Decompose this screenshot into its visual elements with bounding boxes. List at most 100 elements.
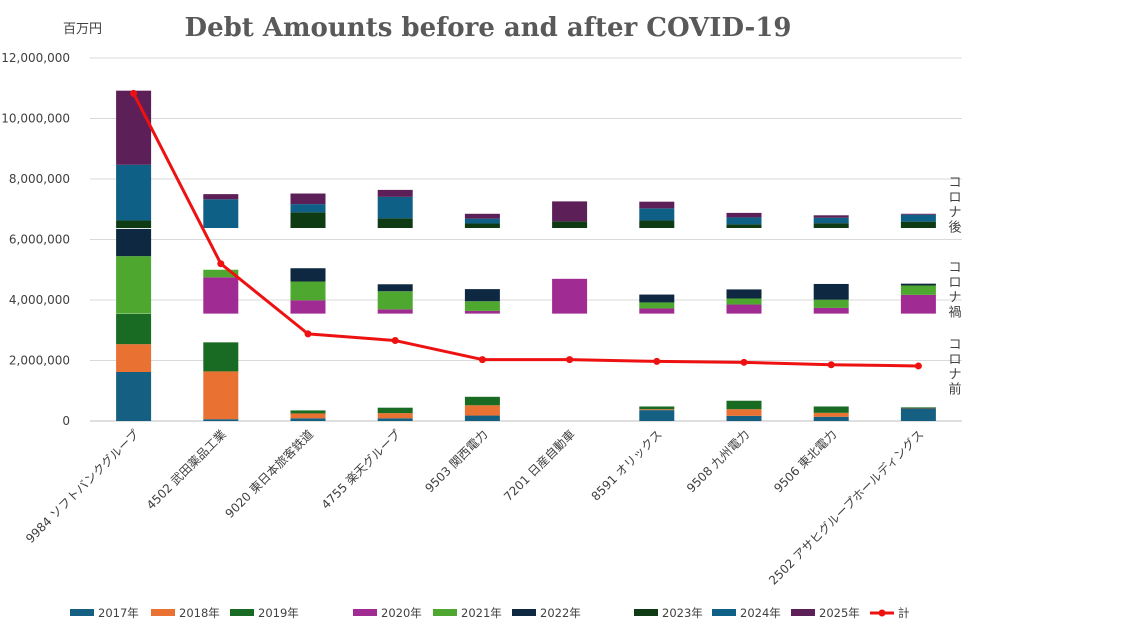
bar-segment <box>464 415 500 421</box>
bar-segment <box>464 405 500 416</box>
bar-segment <box>639 406 675 410</box>
bar-segment <box>900 283 936 286</box>
line-point <box>914 362 922 370</box>
bar-segment <box>290 281 326 301</box>
bar-segment <box>726 304 762 314</box>
y-tick-label: 10,000,000 <box>1 112 70 126</box>
line-point <box>827 361 835 369</box>
line-point <box>653 357 661 365</box>
bar-segment <box>377 413 413 419</box>
legend-label: 2025年 <box>819 606 860 620</box>
bar-segment <box>639 294 675 303</box>
bar-segment <box>726 415 762 421</box>
bar-segment <box>639 208 675 221</box>
line-point <box>130 89 138 97</box>
bar-segment <box>726 217 762 225</box>
bar-segment <box>726 409 762 416</box>
legend-swatch <box>712 609 736 616</box>
bar-segment <box>290 193 326 205</box>
bar-segment <box>639 220 675 229</box>
unit-label: 百万円 <box>63 22 102 37</box>
legend: 2017年 2018年 2019年 2020年 2021年 2022年 2023年 2024年… <box>70 606 910 620</box>
bar-segment <box>290 418 326 421</box>
line-point <box>304 330 312 338</box>
category-label: 4755 楽天グループ <box>319 427 404 512</box>
bar-segment <box>726 298 762 305</box>
total-line <box>130 89 922 370</box>
bar-segment <box>203 269 239 278</box>
bar-segment <box>813 412 849 417</box>
bar-segment <box>813 406 849 413</box>
bar-segment <box>900 294 936 314</box>
bar-segment <box>726 400 762 410</box>
bar-segment <box>377 189 413 197</box>
bar-segment <box>116 220 152 229</box>
band-label: コロナ禍 <box>948 260 961 320</box>
bars <box>116 90 936 421</box>
legend-label: 2017年 <box>98 606 139 620</box>
bar-segment <box>377 284 413 292</box>
bar-segment <box>726 289 762 299</box>
bar-segment <box>639 302 675 309</box>
bar-segment <box>377 196 413 219</box>
bar-segment <box>464 223 500 229</box>
legend-label: 2018年 <box>179 606 220 620</box>
y-tick-label: 8,000,000 <box>9 172 70 186</box>
line-point <box>566 356 574 364</box>
legend-label: 2022年 <box>540 606 581 620</box>
period-labels: コロナ前 コロナ禍 コロナ後 <box>948 176 961 398</box>
bar-segment <box>552 221 588 229</box>
bar-segment <box>900 213 936 215</box>
bar-segment <box>377 418 413 421</box>
legend-label: 2019年 <box>258 606 299 620</box>
line-point <box>478 356 486 364</box>
bar-segment <box>377 291 413 310</box>
legend-label: 2023年 <box>662 606 703 620</box>
bar-segment <box>464 301 500 311</box>
bar-segment <box>203 371 239 420</box>
legend-swatch <box>151 609 175 616</box>
y-tick-label: 12,000,000 <box>1 51 70 65</box>
y-tick-label: 6,000,000 <box>9 233 70 247</box>
bar-segment <box>639 201 675 209</box>
category-label: 8591 オリックス <box>589 427 665 503</box>
bar-segment <box>726 224 762 229</box>
bar-segment <box>290 300 326 314</box>
bar-segment <box>290 413 326 419</box>
y-tick-label: 2,000,000 <box>9 354 70 368</box>
bar-segment <box>464 289 500 302</box>
legend-swatch <box>634 609 658 616</box>
line-series <box>132 92 919 368</box>
bar-segment <box>464 218 500 224</box>
bar-segment <box>813 307 849 314</box>
category-label: 2502 アサヒグループホールディングス <box>765 427 926 588</box>
bar-segment <box>116 228 152 257</box>
bar-segment <box>116 344 152 372</box>
bar-segment <box>900 285 936 295</box>
category-label: 9984 ソフトバンクグループ <box>23 427 142 546</box>
bar-segment <box>813 283 849 300</box>
legend-swatch <box>353 609 377 616</box>
category-label: 9506 東北電力 <box>771 427 839 495</box>
bar-segment <box>290 410 326 414</box>
legend-swatch <box>70 609 94 616</box>
category-label: 9508 九州電力 <box>684 427 752 495</box>
category-label: 7201 日産自動車 <box>500 427 577 504</box>
chart-title: Debt Amounts before and after COVID-19 <box>185 13 792 43</box>
bar-segment <box>639 308 675 314</box>
bar-segment <box>377 218 413 229</box>
bar-segment <box>116 313 152 345</box>
bar-segment <box>203 194 239 200</box>
legend-label: 2021年 <box>461 606 502 620</box>
bar-segment <box>290 204 326 213</box>
y-axis: 0 2,000,000 4,000,000 6,000,000 8,000,000 10,… <box>1 51 70 428</box>
legend-label: 2024年 <box>740 606 781 620</box>
bar-segment <box>203 277 239 314</box>
category-label: 9020 東日本旅客鉄道 <box>222 427 316 521</box>
bar-segment <box>377 407 413 414</box>
bar-segment <box>900 214 936 222</box>
bar-segment <box>290 268 326 282</box>
band-label: コロナ後 <box>948 176 961 236</box>
bar-segment <box>900 221 936 229</box>
